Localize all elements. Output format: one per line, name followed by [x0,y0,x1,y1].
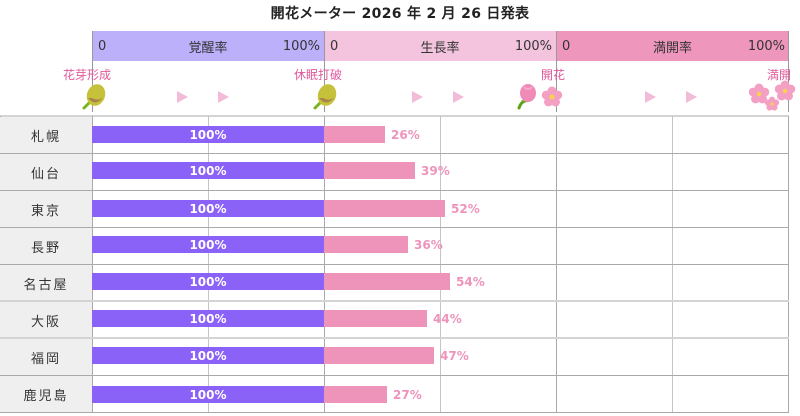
city-label: 鹿児島 [0,376,92,413]
row-divider [0,337,789,339]
growth-value: 26% [391,128,420,142]
grid-top-line [0,115,789,117]
header-segment-awakening: 0 覚醒率 100% [92,31,324,61]
awakening-bar: 100% [92,273,324,290]
growth-value: 47% [440,349,469,363]
growth-value: 54% [456,275,485,289]
progress-arrow-icon [218,91,229,103]
header-divider [556,31,557,112]
row-divider [0,190,789,191]
row-divider [0,300,789,302]
segment-title: 生長率 [420,40,460,56]
growth-value: 27% [393,388,422,402]
stage-label-flowering: 開花 [541,68,566,82]
growth-bar [324,386,387,403]
city-label: 東京 [0,191,92,228]
row-divider [0,227,789,228]
growth-value: 39% [421,164,450,178]
sakura-flower-icon [541,86,563,107]
growth-value: 44% [433,312,462,326]
segment-max-label: 100% [282,38,320,54]
bud-icon [82,84,106,110]
row-divider [0,153,789,154]
grid-bottom-line [0,412,789,413]
flower-bud-icon [517,84,536,110]
segment-title: 満開率 [652,40,692,56]
bud-icon [313,84,337,110]
stage-label-bud-formation: 花芽形成 [63,68,112,82]
city-label: 名古屋 [0,265,92,302]
progress-arrow-icon [645,91,656,103]
header-segment-full-bloom: 0 満開率 100% [556,31,789,61]
progress-arrow-icon [412,91,423,103]
progress-arrow-icon [453,91,464,103]
stage-label-full-bloom: 満開 [767,68,792,82]
progress-arrow-icon [686,91,697,103]
growth-value: 52% [451,202,480,216]
header-divider [92,31,93,112]
awakening-bar: 100% [92,162,324,179]
growth-bar [324,126,385,143]
growth-value: 36% [414,238,443,252]
awakening-bar: 100% [92,310,324,327]
segment-title: 覚醒率 [188,40,228,56]
awakening-bar: 100% [92,386,324,403]
segment-min-label: 0 [562,38,571,54]
chart-title: 開花メーター 2026 年 2 月 26 日発表 [270,6,530,22]
row-divider [0,375,789,376]
stage-label-dormancy-break: 休眠打破 [294,68,343,82]
city-label: 札幌 [0,117,92,154]
growth-bar [324,347,434,364]
growth-bar [324,200,445,217]
segment-max-label: 100% [514,38,552,54]
growth-bar [324,273,450,290]
header-divider [324,31,325,112]
growth-bar [324,236,408,253]
header-segment-growth: 0 生長率 100% [324,31,556,61]
header-divider [788,31,789,112]
full-bloom-flowers-icon [748,80,796,111]
awakening-bar: 100% [92,347,324,364]
city-label: 福岡 [0,339,92,376]
city-label: 大阪 [0,302,92,339]
segment-min-label: 0 [98,38,107,54]
row-divider [0,264,789,265]
city-label: 仙台 [0,154,92,191]
growth-bar [324,310,427,327]
segment-min-label: 0 [330,38,339,54]
progress-arrow-icon [177,91,188,103]
awakening-bar: 100% [92,236,324,253]
city-label: 長野 [0,228,92,265]
segment-max-label: 100% [747,38,785,54]
awakening-bar: 100% [92,126,324,143]
growth-bar [324,162,415,179]
awakening-bar: 100% [92,200,324,217]
